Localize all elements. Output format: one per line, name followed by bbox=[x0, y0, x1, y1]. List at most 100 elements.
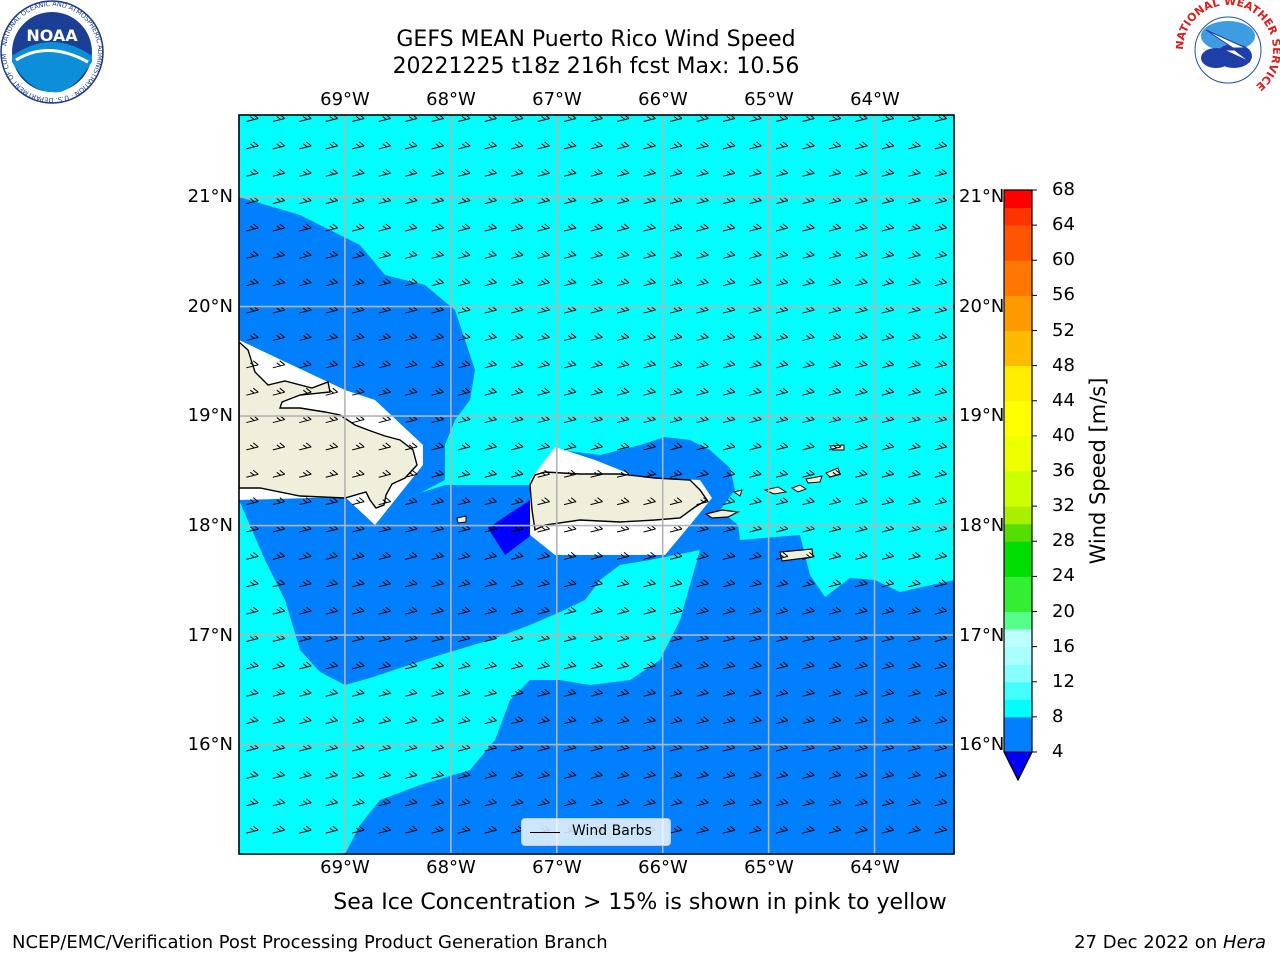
wind-barb bbox=[352, 278, 365, 287]
wind-barb bbox=[749, 333, 762, 341]
colorbar-segment bbox=[1004, 190, 1032, 209]
wind-barb bbox=[696, 579, 709, 588]
wind-barb bbox=[431, 688, 444, 697]
wind-barb bbox=[378, 579, 392, 588]
wind-barb bbox=[908, 579, 921, 588]
wind-barb bbox=[722, 223, 736, 232]
wind-barb bbox=[431, 825, 444, 834]
wind-barb bbox=[246, 798, 259, 807]
wind-barb bbox=[431, 661, 444, 670]
wind-barb bbox=[669, 552, 683, 560]
wind-barb bbox=[590, 250, 603, 259]
wind-barb bbox=[881, 469, 895, 478]
wind-barb bbox=[272, 333, 286, 341]
wind-barb bbox=[908, 606, 921, 615]
wind-barb bbox=[272, 661, 286, 670]
wind-barb bbox=[299, 579, 312, 588]
wind-barb bbox=[352, 469, 365, 478]
wind-barb bbox=[299, 223, 312, 232]
wind-barb bbox=[855, 552, 868, 560]
wind-barb bbox=[643, 141, 656, 150]
wind-barb bbox=[299, 606, 312, 615]
wind-barb bbox=[431, 606, 444, 615]
wind-barb bbox=[431, 360, 444, 369]
wind-barb bbox=[484, 716, 497, 725]
wind-barb bbox=[352, 716, 365, 725]
wind-barb bbox=[352, 661, 365, 670]
lat-tick-right: 21°N bbox=[959, 186, 1005, 207]
colorbar-tick-label: 44 bbox=[1052, 389, 1075, 411]
wind-barb bbox=[405, 770, 418, 779]
colorbar-segment bbox=[1004, 541, 1032, 577]
wind-barb bbox=[590, 606, 603, 615]
wind-barb bbox=[934, 770, 948, 779]
wind-barb bbox=[855, 716, 868, 725]
colorbar-tick-label: 20 bbox=[1052, 600, 1075, 622]
wind-barb bbox=[537, 716, 550, 725]
wind-barb bbox=[669, 278, 683, 287]
wind-barb bbox=[855, 579, 868, 588]
wind-barb bbox=[352, 360, 365, 369]
wind-barb bbox=[431, 770, 444, 779]
wind-barb bbox=[325, 387, 339, 396]
wind-barb bbox=[325, 497, 339, 506]
wind-barb bbox=[352, 606, 365, 615]
wind-barb bbox=[855, 168, 868, 177]
wind-barb bbox=[722, 141, 736, 150]
wind-barb bbox=[934, 278, 948, 287]
wind-barb bbox=[934, 497, 948, 506]
wind-barb bbox=[934, 387, 948, 396]
wind-barb bbox=[484, 661, 497, 670]
wind-barb bbox=[881, 606, 895, 615]
wind-barb bbox=[749, 223, 762, 232]
colorbar-title: Wind Speed [m/s] bbox=[1086, 377, 1110, 565]
wind-barb bbox=[696, 141, 709, 150]
wind-barb bbox=[643, 552, 656, 560]
lat-tick-left: 19°N bbox=[187, 405, 233, 426]
lon-tick-top: 67°W bbox=[532, 89, 582, 110]
wind-barb bbox=[325, 469, 339, 478]
wind-barb bbox=[590, 469, 603, 478]
wind-barb bbox=[590, 360, 603, 369]
wind-barb bbox=[510, 223, 524, 232]
wind-barb bbox=[458, 333, 471, 341]
wind-barb bbox=[325, 360, 339, 369]
wind-barb bbox=[537, 387, 550, 396]
wind-barb bbox=[616, 141, 630, 150]
wind-barb bbox=[484, 497, 497, 506]
wind-barb bbox=[484, 387, 497, 396]
wind-barb bbox=[590, 661, 603, 670]
wind-barb bbox=[563, 442, 577, 451]
lon-tick-bottom: 64°W bbox=[850, 857, 900, 878]
wind-barb bbox=[749, 688, 762, 697]
wind-barb bbox=[537, 168, 550, 177]
wind-barb bbox=[669, 606, 683, 615]
wind-barb bbox=[484, 223, 497, 232]
wind-barb bbox=[563, 770, 577, 779]
wind-barb bbox=[590, 552, 603, 560]
wind-barb bbox=[802, 688, 815, 697]
wind-barb bbox=[246, 606, 259, 615]
wind-barb bbox=[405, 442, 418, 451]
wind-barb bbox=[378, 223, 392, 232]
wind-barb bbox=[563, 469, 577, 478]
wind-field-blue-south bbox=[239, 437, 954, 854]
colorbar-tick-label: 24 bbox=[1052, 565, 1075, 587]
wind-barb bbox=[299, 798, 312, 807]
wind-barb bbox=[510, 552, 524, 560]
wind-barb bbox=[669, 223, 683, 232]
wind-barb bbox=[828, 278, 842, 287]
wind-barb bbox=[643, 688, 656, 697]
wind-barb bbox=[405, 360, 418, 369]
wind-barb bbox=[484, 798, 497, 807]
noaa-logo-text: NOAA bbox=[26, 26, 78, 45]
wind-barb bbox=[405, 716, 418, 725]
wind-barb bbox=[696, 661, 709, 670]
wind-barb bbox=[881, 278, 895, 287]
lat-tick-right: 20°N bbox=[959, 296, 1005, 317]
wind-barb bbox=[775, 168, 789, 177]
wind-barb bbox=[855, 223, 868, 232]
wind-barb bbox=[563, 360, 577, 369]
wind-barb bbox=[908, 141, 921, 150]
wind-barb bbox=[378, 552, 392, 560]
